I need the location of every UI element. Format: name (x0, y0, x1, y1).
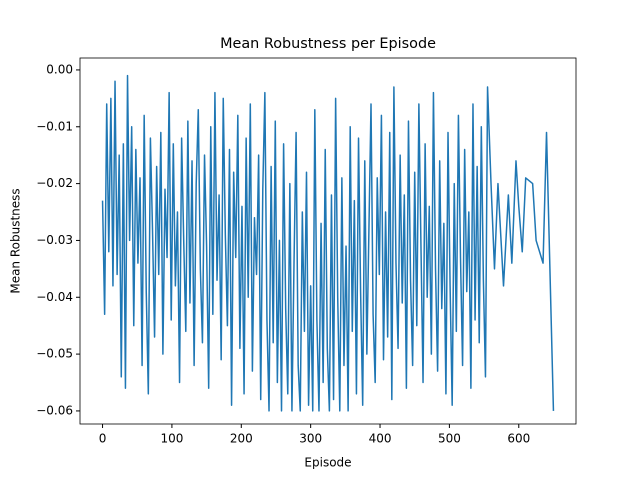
x-tick-label: 300 (299, 432, 322, 446)
chart-title: Mean Robustness per Episode (220, 36, 436, 52)
y-tick-label: −0.03 (36, 233, 73, 247)
y-axis-label: Mean Robustness (9, 188, 23, 293)
x-tick-label: 200 (230, 432, 253, 446)
y-tick-label: 0.00 (46, 62, 73, 76)
axes-frame (79, 57, 577, 425)
y-tick-label: −0.05 (36, 347, 73, 361)
x-tick-label: 600 (507, 432, 530, 446)
y-tick-label: −0.02 (36, 176, 73, 190)
x-tick-label: 500 (438, 432, 461, 446)
line (101, 74, 555, 412)
x-tick-label: 400 (369, 432, 392, 446)
x-tick-label: 0 (99, 432, 107, 446)
x-axis-label: Episode (304, 456, 351, 470)
y-tick-label: −0.04 (36, 290, 73, 304)
y-tick-label: −0.01 (36, 119, 73, 133)
y-tick-label: −0.06 (36, 403, 73, 417)
x-tick-label: 100 (160, 432, 183, 446)
